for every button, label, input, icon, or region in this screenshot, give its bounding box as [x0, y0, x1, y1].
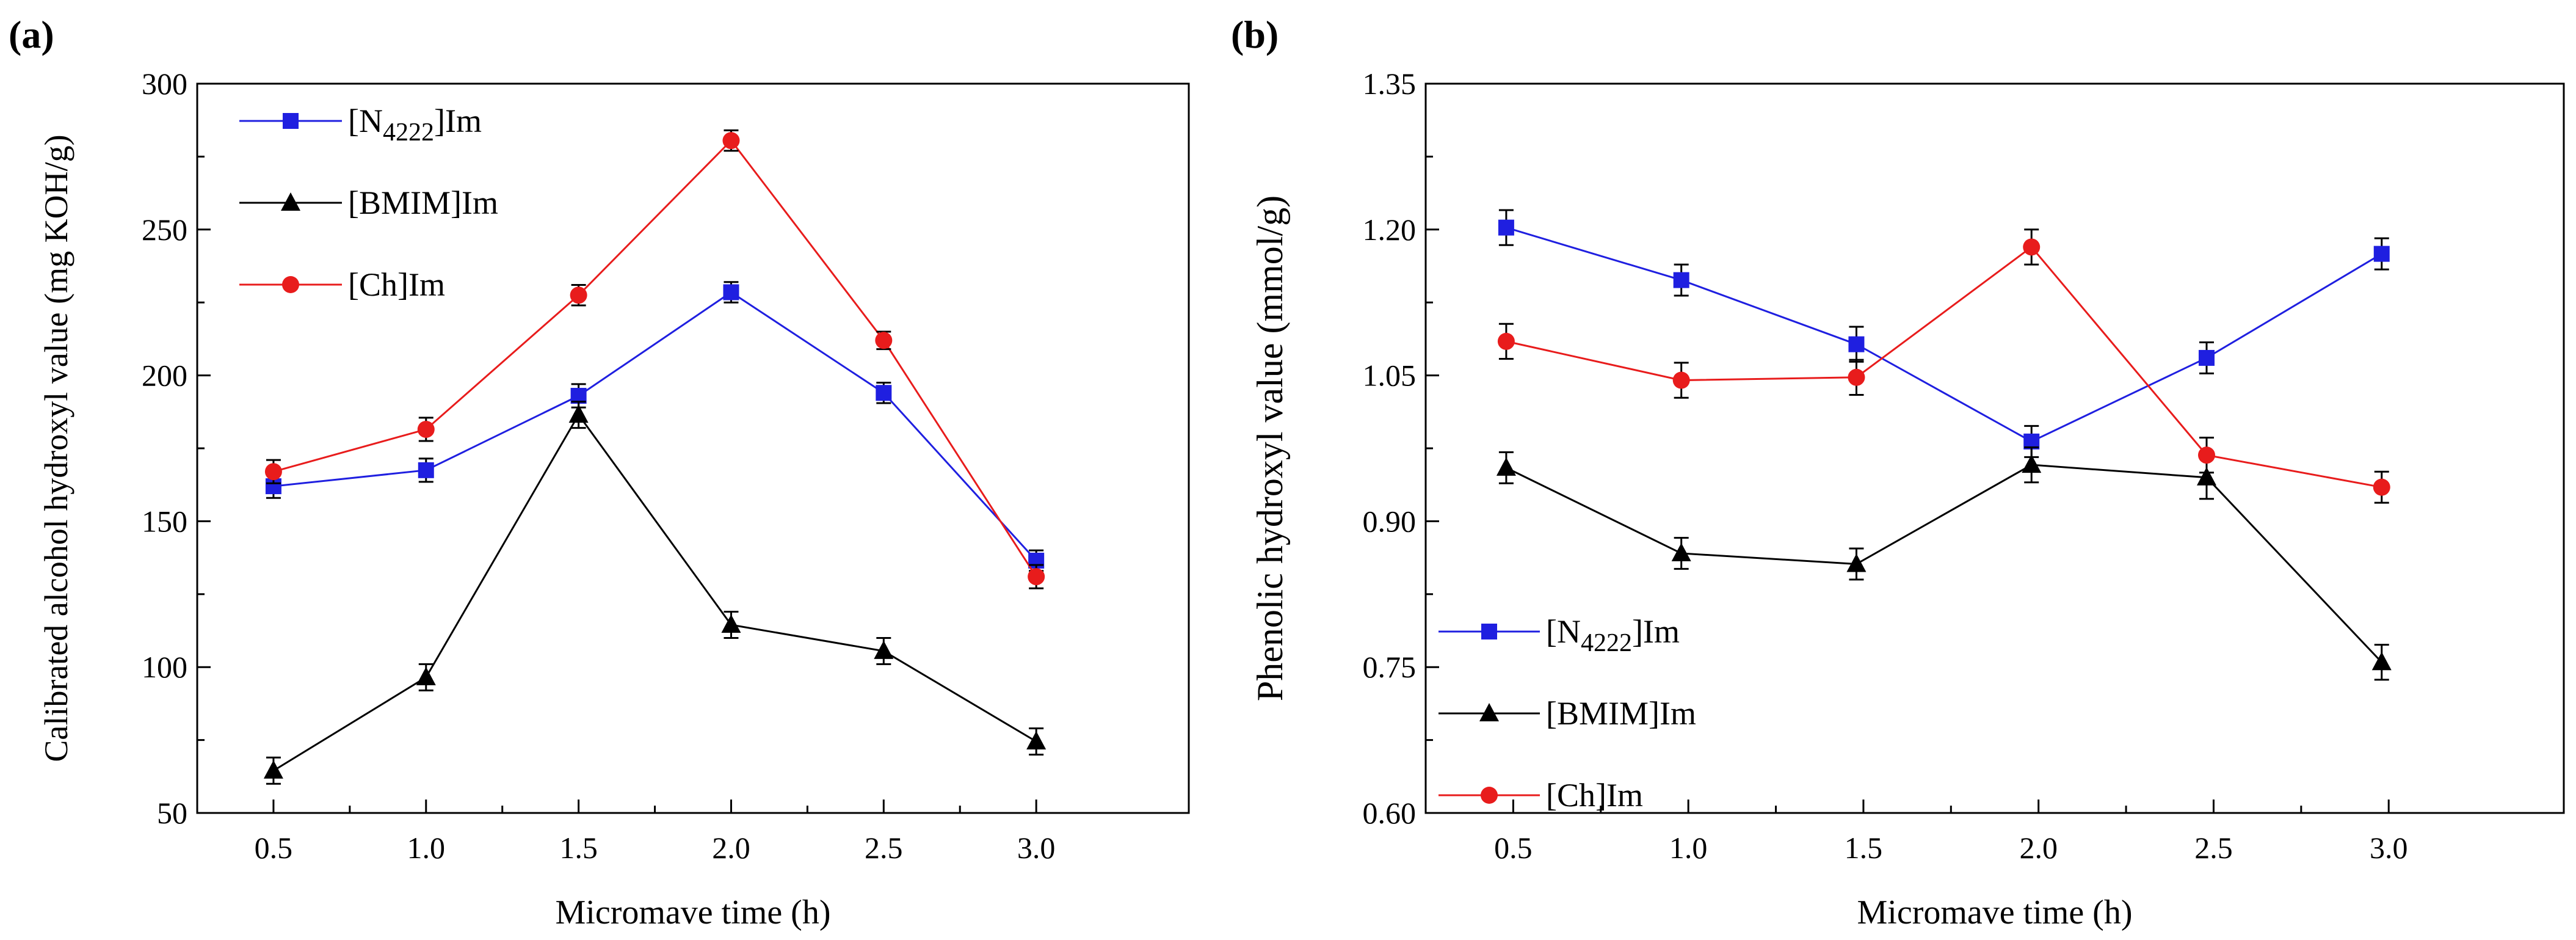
y-tick-label: 1.35: [1363, 67, 1417, 101]
legend-b: [N4222]Im [BMIM]Im [Ch]Im: [1439, 613, 1696, 814]
legend-label: [Ch]Im: [348, 266, 445, 303]
data-point-bmim: [416, 666, 436, 685]
legend-marker: [1481, 787, 1498, 804]
legend-marker: [1479, 703, 1499, 721]
legend-marker: [1481, 624, 1497, 639]
x-tick-label: 1.5: [559, 831, 598, 865]
x-tick-label: 2.0: [712, 831, 750, 865]
data-point-n4222: [1498, 219, 1514, 236]
data-point-n4222: [876, 385, 892, 401]
y-tick-label: 1.05: [1363, 359, 1417, 393]
series-line-n4222: [1506, 227, 2382, 443]
data-point-ch: [1028, 568, 1045, 586]
legend-marker: [283, 113, 299, 129]
panel-a-label: (a): [9, 13, 54, 56]
data-point-ch: [1497, 332, 1515, 350]
series-line-ch: [1506, 246, 2382, 489]
series-line-ch: [273, 139, 1037, 577]
data-point-ch: [264, 463, 282, 481]
x-tick-label: 2.5: [2194, 831, 2233, 865]
data-point-ch: [722, 132, 740, 150]
legend-label: [N4222]Im: [1546, 613, 1680, 657]
legend-a: [N4222]Im [BMIM]Im [Ch]Im: [239, 103, 498, 303]
data-point-bmim: [2371, 652, 2392, 671]
data-point-bmim: [2196, 467, 2216, 486]
data-point-ch: [875, 332, 893, 349]
data-point-n4222: [1673, 272, 1689, 288]
x-tick-label: 0.5: [1494, 831, 1533, 865]
data-point-bmim: [1496, 457, 1516, 476]
data-point-bmim: [874, 640, 894, 659]
x-tick-label: 3.0: [1017, 831, 1056, 865]
y-tick-label: 50: [157, 796, 187, 830]
y-tick-label: 200: [142, 359, 187, 393]
series-layer-b: [1496, 209, 2392, 681]
series-line-bmim: [1506, 464, 2382, 663]
data-point-n4222: [2198, 349, 2215, 366]
x-tick-label: 1.0: [407, 831, 446, 865]
data-point-bmim: [721, 614, 741, 633]
series-line-n4222: [273, 291, 1037, 561]
x-tick-label: 1.5: [1845, 831, 1883, 865]
y-tick-label: 0.90: [1363, 504, 1417, 538]
y-axis-label-a: Calibrated alcohol hydroxyl value (mg KO…: [38, 134, 74, 762]
data-point-n4222: [418, 462, 434, 478]
data-point-n4222: [723, 284, 739, 301]
x-tick-label: 0.5: [255, 831, 293, 865]
legend-label: [Ch]Im: [1546, 777, 1643, 814]
x-tick-label: 1.0: [1669, 831, 1708, 865]
y-tick-label: 0.75: [1363, 650, 1417, 684]
data-point-bmim: [1671, 542, 1691, 561]
panel-a: (a) 0.5 1.0 1.5 2.0 2.5 3.050100150200250300 …: [9, 13, 1190, 931]
data-point-ch: [1848, 368, 1865, 386]
data-point-ch: [2373, 478, 2390, 496]
x-tick-label: 2.5: [865, 831, 903, 865]
data-point-bmim: [1026, 731, 1047, 749]
data-point-bmim: [568, 404, 589, 423]
data-point-ch: [2197, 446, 2215, 464]
y-tick-label: 0.60: [1363, 796, 1417, 830]
y-tick-label: 1.20: [1363, 213, 1417, 247]
axis-ticks-a: 0.5 1.0 1.5 2.0 2.5 3.0 50 100 150 200 250 300: [142, 67, 1055, 865]
data-point-bmim: [2022, 454, 2042, 473]
panel-b: (b) 0.5 1.0 1.5 2.0 2.5 3.0 0.60 0.75 0.90 1.05 1.…: [1231, 13, 2565, 931]
series-layer-a: [263, 129, 1047, 785]
y-tick-label: 300: [142, 67, 187, 101]
legend-marker: [282, 276, 299, 293]
data-point-bmim: [1846, 553, 1867, 572]
plot-frame-a: [196, 82, 1190, 814]
series-line-bmim: [273, 413, 1037, 772]
data-point-ch: [570, 286, 587, 304]
data-point-n4222: [1848, 336, 1865, 352]
data-point-ch: [1672, 371, 1690, 389]
y-axis-label-b: Phenolic hydroxyl value (mmol/g): [1250, 195, 1290, 701]
legend-label: [BMIM]Im: [1546, 695, 1696, 732]
x-tick-label: 2.0: [2019, 831, 2058, 865]
y-tick-label: 250: [142, 213, 187, 247]
data-point-ch: [2023, 238, 2041, 256]
x-tick-label: 3.0: [2370, 831, 2408, 865]
y-tick-label: 150: [142, 504, 187, 538]
axis-ticks-b: 0.5 1.0 1.5 2.0 2.5 3.0 0.60 0.75 0.90 1.05 1.20 1.…: [1363, 67, 2408, 865]
legend-label: [BMIM]Im: [348, 184, 498, 221]
data-point-n4222: [2373, 246, 2390, 262]
legend-marker: [281, 192, 300, 211]
data-point-ch: [417, 420, 435, 438]
x-axis-label-a: Micromave time (h): [556, 894, 831, 931]
x-axis-label-b: Micromave time (h): [1857, 894, 2133, 931]
legend-label: [N4222]Im: [348, 103, 482, 147]
y-tick-label: 100: [142, 650, 187, 684]
data-point-bmim: [263, 760, 283, 779]
panel-b-label: (b): [1231, 13, 1279, 56]
